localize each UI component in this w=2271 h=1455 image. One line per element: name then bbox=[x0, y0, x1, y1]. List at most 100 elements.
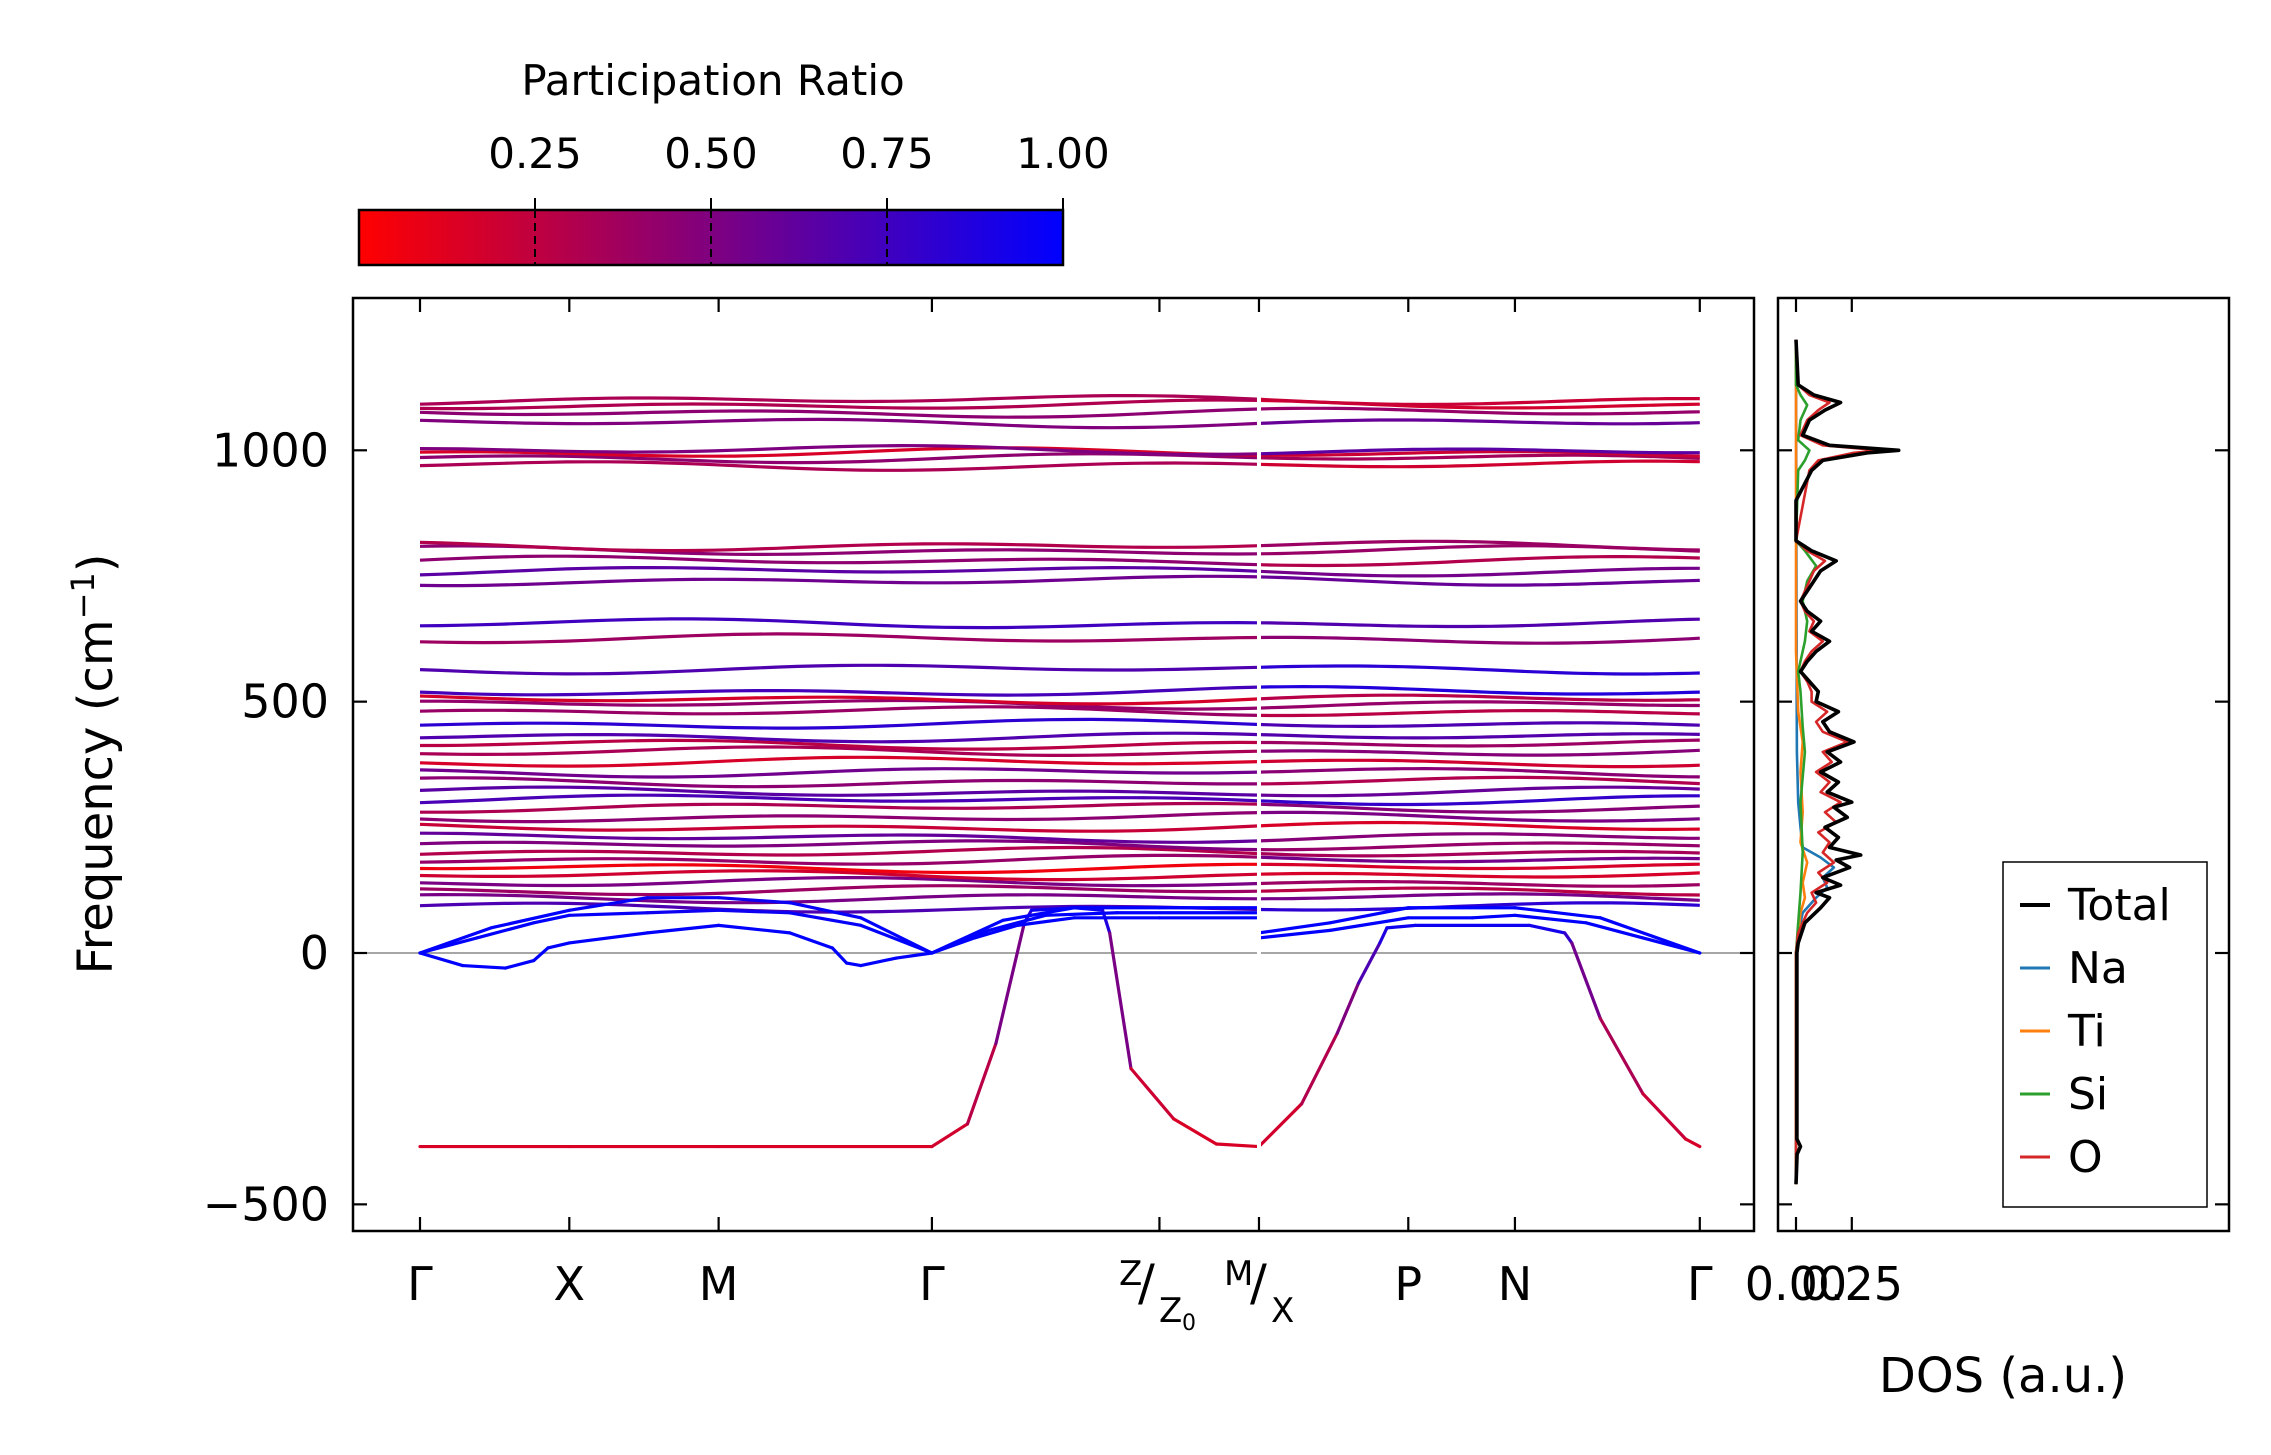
optical-band bbox=[419, 617, 1260, 630]
optical-band bbox=[419, 460, 1260, 472]
optical-band bbox=[419, 862, 1259, 875]
optical-band bbox=[419, 776, 1259, 789]
band-segment bbox=[1129, 1067, 1176, 1121]
dos-series-total bbox=[1794, 339, 1901, 1185]
band-segment bbox=[1300, 1031, 1339, 1106]
band-segment bbox=[1527, 923, 1567, 935]
optical-band bbox=[419, 875, 1260, 888]
optical-band bbox=[1258, 566, 1700, 578]
split-label-z-bottom: Z bbox=[1159, 1291, 1182, 1331]
optical-band bbox=[419, 793, 1260, 805]
split-label-m-bottom: X bbox=[1271, 1291, 1294, 1331]
y-axis-title: Frequency (cm−1) bbox=[64, 553, 124, 974]
optical-band bbox=[1258, 539, 1700, 552]
band-segment bbox=[645, 923, 721, 935]
optical-band bbox=[1258, 453, 1700, 461]
legend-label-si: Si bbox=[2068, 1069, 2108, 1120]
optical-band bbox=[1258, 901, 1700, 912]
split-label-m-slash: / bbox=[1250, 1254, 1267, 1312]
band-segment bbox=[972, 923, 1019, 940]
x-tick-label: M bbox=[699, 1257, 739, 1311]
band-segment bbox=[1015, 916, 1076, 927]
band-acoustic-2 bbox=[418, 908, 1261, 955]
optical-band bbox=[1258, 418, 1700, 426]
optical-band bbox=[1258, 841, 1700, 852]
optical-band bbox=[1258, 758, 1700, 769]
colorbar: Participation Ratio 0.25 0.50 0.75 1.00 bbox=[357, 56, 1110, 267]
optical-band bbox=[419, 822, 1260, 833]
legend: Total Na Ti Si O bbox=[2002, 861, 2208, 1208]
band-segment bbox=[1257, 928, 1332, 940]
optical-band bbox=[419, 853, 1260, 866]
optical-band bbox=[419, 767, 1260, 779]
dos-x-tick-label: 0.25 bbox=[1801, 1257, 1903, 1311]
band-segment bbox=[461, 963, 507, 970]
optical-band bbox=[420, 801, 1260, 814]
band-segment bbox=[830, 946, 849, 965]
phonon-bands bbox=[418, 394, 1702, 1149]
optical-band bbox=[1258, 855, 1700, 864]
band-segment bbox=[859, 956, 898, 968]
band-segment bbox=[418, 951, 465, 968]
band-segment bbox=[1214, 1142, 1261, 1149]
optical-band bbox=[419, 884, 1260, 897]
band-segment bbox=[532, 913, 571, 925]
optical-band bbox=[1258, 766, 1700, 779]
optical-band bbox=[420, 698, 1260, 711]
optical-band bbox=[1258, 617, 1700, 629]
optical-band bbox=[1258, 575, 1700, 587]
band-segment bbox=[1470, 913, 1517, 920]
x-tick-label: P bbox=[1394, 1257, 1422, 1311]
optical-band bbox=[419, 407, 1260, 419]
band-segment bbox=[489, 908, 571, 930]
optical-band bbox=[1258, 820, 1700, 832]
band-segment bbox=[645, 908, 721, 915]
x-tick-label: X bbox=[554, 1257, 586, 1311]
optical-band bbox=[419, 811, 1260, 824]
band-acoustic-5 bbox=[1257, 906, 1702, 955]
optical-band bbox=[419, 839, 1260, 852]
legend-label-total: Total bbox=[2067, 880, 2171, 931]
colorbar-title: Participation Ratio bbox=[521, 56, 904, 105]
band-acoustic-3 bbox=[418, 896, 1261, 955]
optical-band bbox=[419, 394, 1260, 406]
optical-band bbox=[1258, 785, 1700, 798]
band-segment bbox=[1513, 913, 1588, 925]
optical-band bbox=[1258, 554, 1700, 568]
optical-band bbox=[1258, 748, 1700, 757]
band-segment bbox=[987, 913, 1048, 932]
band-segment bbox=[1683, 1137, 1702, 1149]
optical-band bbox=[1258, 459, 1700, 469]
dos-curves bbox=[1794, 339, 1901, 1185]
optical-band bbox=[1258, 794, 1700, 807]
optical-band bbox=[419, 446, 1260, 458]
y-tick-label: 1000 bbox=[212, 423, 329, 477]
split-label-m: M / X bbox=[1224, 1254, 1294, 1331]
band-segment bbox=[567, 931, 650, 945]
band-segment bbox=[717, 908, 792, 915]
legend-label-o: O bbox=[2068, 1132, 2103, 1183]
band-segment bbox=[546, 941, 571, 950]
legend-label-ti: Ti bbox=[2067, 1006, 2106, 1057]
band-segment bbox=[1356, 941, 1382, 985]
optical-band bbox=[1258, 879, 1700, 888]
optical-band bbox=[1258, 700, 1700, 710]
optical-band bbox=[419, 554, 1260, 567]
band-segment bbox=[1641, 1092, 1688, 1141]
optical-band bbox=[1258, 635, 1700, 645]
optical-band bbox=[419, 831, 1260, 844]
band-segment bbox=[894, 951, 934, 960]
optical-band bbox=[1258, 447, 1700, 456]
band-segment bbox=[1335, 981, 1361, 1036]
band-segment bbox=[1328, 906, 1410, 925]
band-segment bbox=[1570, 941, 1602, 1020]
band-segment bbox=[475, 921, 536, 940]
band-segment bbox=[1385, 923, 1418, 930]
band-segment bbox=[1513, 906, 1602, 920]
optical-band bbox=[419, 632, 1260, 645]
optical-band bbox=[1258, 406, 1700, 416]
band-segment bbox=[844, 961, 863, 968]
colorbar-tick-label: 0.50 bbox=[664, 129, 758, 178]
